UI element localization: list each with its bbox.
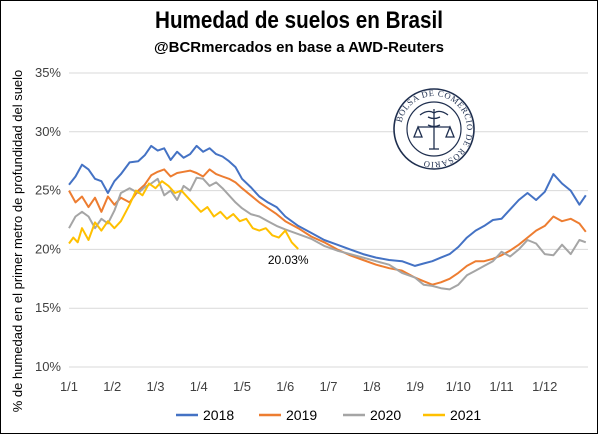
gridlines — [69, 72, 588, 368]
y-tick-label: 25% — [35, 183, 61, 198]
legend-label-2020: 2020 — [370, 407, 401, 423]
x-tick-label: 1/12 — [532, 379, 557, 394]
y-tick-label: 35% — [35, 65, 61, 80]
x-tick-label: 1/11 — [489, 379, 513, 394]
series-line-2018 — [68, 144, 587, 267]
series-line-2019 — [68, 168, 587, 286]
series-lines — [68, 144, 587, 291]
x-tick-label: 1/9 — [406, 379, 424, 394]
data-label-2021: 20.03% — [268, 253, 309, 267]
x-tick-label: 1/1 — [60, 379, 78, 394]
x-tick-label: 1/3 — [146, 379, 164, 394]
series-line-2020 — [68, 176, 587, 291]
y-tick-labels: 10% 15% 20% 25% 30% 35% — [35, 65, 61, 374]
chart-subtitle: @BCRmercados en base a AWD-Reuters — [154, 39, 444, 56]
seal-logo: BOLSA DE COMERCIO DE ROSARIO — [393, 88, 475, 170]
caduceus-scales-icon — [413, 109, 455, 150]
x-tick-label: 1/4 — [190, 379, 208, 394]
y-tick-label: 10% — [35, 359, 61, 374]
x-tick-label: 1/10 — [446, 379, 471, 394]
x-tick-label: 1/7 — [319, 379, 337, 394]
legend: 2018 2019 2020 2021 — [176, 407, 481, 423]
series-line-2021 — [68, 180, 299, 250]
x-tick-label: 1/5 — [233, 379, 251, 394]
x-tick-label: 1/2 — [103, 379, 121, 394]
x-tick-labels: 1/1 1/2 1/3 1/4 1/5 1/6 1/7 1/8 1/9 1/10 1/11 1/12 — [60, 379, 557, 394]
y-tick-label: 15% — [35, 300, 61, 315]
x-tick-label: 1/6 — [276, 379, 294, 394]
y-tick-label: 30% — [35, 124, 61, 139]
y-tick-label: 20% — [35, 241, 61, 256]
x-tick-label: 1/8 — [363, 379, 381, 394]
legend-label-2018: 2018 — [203, 407, 234, 423]
legend-label-2019: 2019 — [286, 407, 317, 423]
legend-label-2021: 2021 — [450, 407, 481, 423]
chart-title: Humedad de suelos en Brasil — [155, 7, 443, 34]
annotations: 20.03% — [268, 253, 309, 267]
y-axis-label: % de humedad en el primer metro de profu… — [10, 70, 25, 413]
